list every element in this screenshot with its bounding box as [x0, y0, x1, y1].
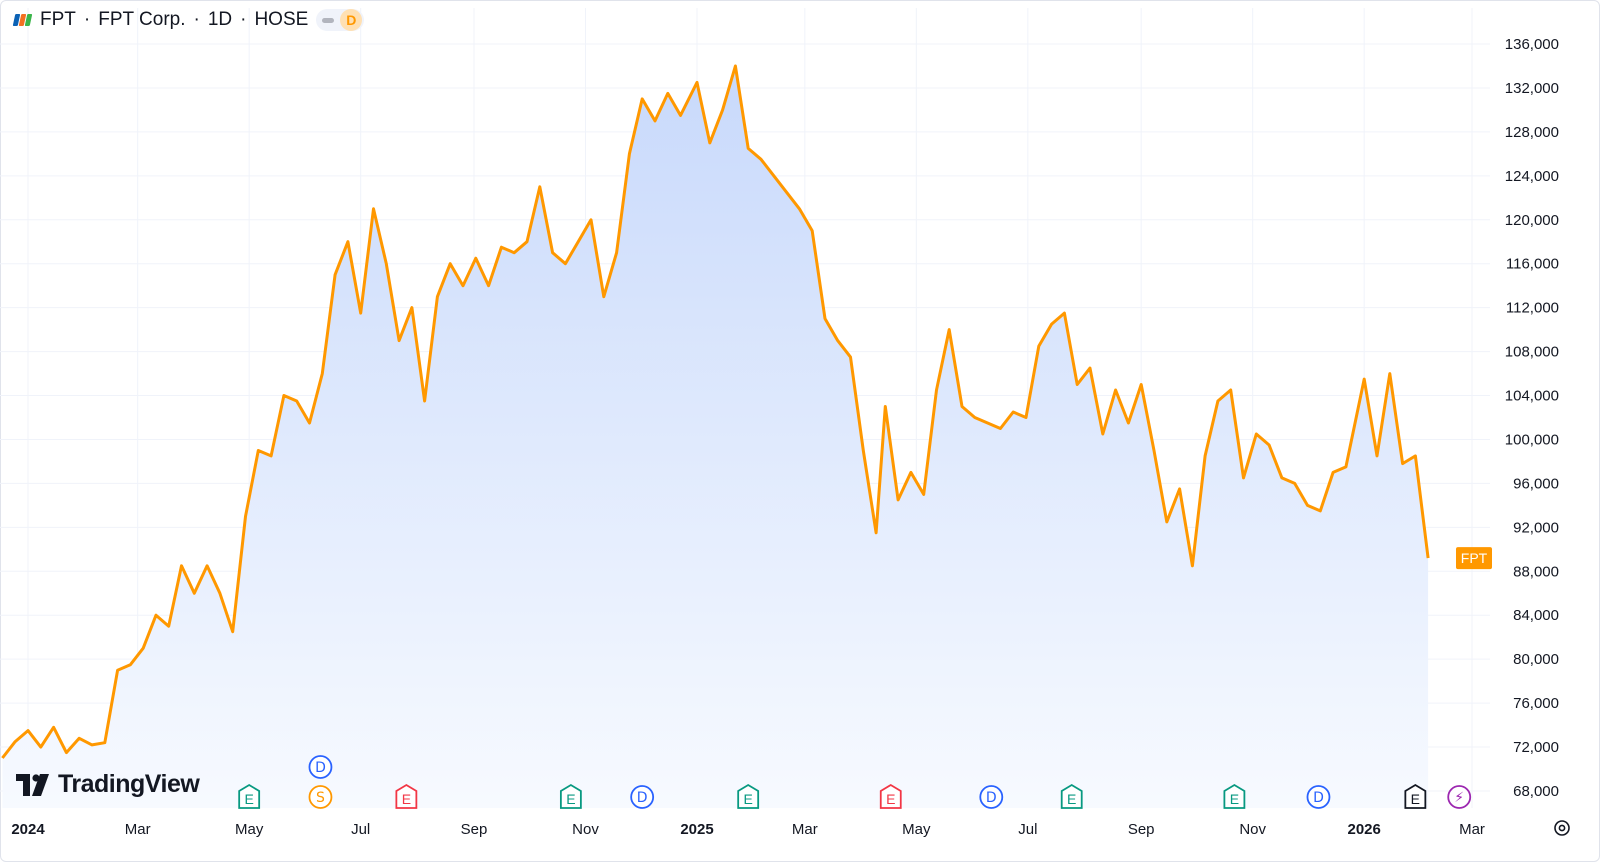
event-letter: D: [637, 790, 648, 806]
event-shape: [1306, 785, 1331, 809]
y-tick-label: 84,000: [1513, 607, 1559, 624]
event-shape: [1223, 783, 1246, 809]
x-tick-label: Nov: [1239, 821, 1266, 838]
tradingview-logo[interactable]: TradingView: [16, 770, 200, 799]
event-letter: E: [1411, 791, 1420, 807]
event-letter: S: [316, 790, 325, 806]
event-letter: E: [402, 791, 411, 807]
tradingview-logo-icon: [16, 773, 49, 796]
y-tick-label: 128,000: [1505, 124, 1559, 141]
event-shape: [979, 785, 1004, 809]
time-axis[interactable]: 2024 Mar May Jul Sep Nov 2025 Mar May Jul Sep Nov 20…: [11, 821, 1485, 838]
y-tick-label: 136,000: [1505, 36, 1559, 53]
event-marker-E[interactable]: E: [1060, 783, 1083, 809]
y-tick-label: 116,000: [1506, 256, 1559, 273]
settings-icon[interactable]: [1552, 818, 1572, 838]
event-marker-E[interactable]: E: [879, 783, 902, 809]
event-marker-⚡[interactable]: ⚡: [1447, 785, 1472, 809]
fpt-logo-icon: [12, 14, 33, 26]
price-axis[interactable]: 136,000 132,000 128,000 124,000 120,000 116,0…: [1505, 36, 1559, 800]
legend-symbol: FPT: [40, 9, 76, 30]
legend-exchange: HOSE: [254, 9, 309, 30]
y-tick-label: 120,000: [1505, 212, 1559, 229]
x-tick-label: Nov: [572, 821, 599, 838]
last-price-label: FPT: [1456, 547, 1492, 570]
event-shape: [879, 783, 902, 809]
legend-separator: ·: [193, 9, 200, 30]
x-tick-label: 2025: [680, 821, 713, 838]
y-tick-label: 132,000: [1505, 80, 1559, 97]
symbol-legend[interactable]: FPT · FPT Corp. · 1D · HOSE D: [12, 8, 365, 32]
minus-icon: [322, 17, 335, 23]
y-tick-label: 68,000: [1513, 783, 1559, 800]
event-marker-S[interactable]: S: [308, 785, 333, 809]
event-marker-D[interactable]: D: [630, 785, 655, 809]
y-tick-label: 72,000: [1513, 739, 1559, 756]
legend-interval: 1D: [207, 9, 233, 30]
event-shape: [1404, 783, 1427, 809]
event-shape: [395, 783, 418, 809]
legend-separator: ·: [240, 9, 247, 30]
y-tick-label: 104,000: [1505, 388, 1559, 405]
event-marker-E[interactable]: E: [1404, 783, 1427, 809]
x-tick-label: Mar: [1459, 821, 1485, 838]
event-letter: D: [315, 760, 326, 776]
x-tick-label: May: [902, 821, 931, 838]
event-marker-E[interactable]: E: [1223, 783, 1246, 809]
event-marker-E[interactable]: E: [737, 783, 760, 809]
event-letter: E: [566, 791, 575, 807]
event-letter: D: [986, 790, 997, 806]
event-marker-E[interactable]: E: [559, 783, 582, 809]
x-tick-label: Jul: [1018, 821, 1037, 838]
last-price-symbol: FPT: [1461, 550, 1488, 566]
x-tick-label: Jul: [351, 821, 370, 838]
event-letter: D: [1313, 790, 1324, 806]
y-tick-label: 112,000: [1506, 300, 1559, 317]
event-shape: [559, 783, 582, 809]
event-letter: E: [245, 791, 254, 807]
legend-separator: ·: [83, 9, 91, 30]
x-tick-label: Sep: [461, 821, 488, 838]
event-shape: [1447, 785, 1472, 809]
y-tick-label: 96,000: [1513, 475, 1559, 492]
event-letter: E: [1067, 791, 1076, 807]
x-tick-label: Mar: [792, 821, 818, 838]
event-shape: [630, 785, 655, 809]
event-marker-D[interactable]: D: [308, 755, 333, 779]
x-tick-label: May: [235, 821, 264, 838]
y-tick-label: 88,000: [1513, 563, 1559, 580]
y-tick-label: 100,000: [1505, 431, 1559, 448]
event-letter: E: [744, 791, 753, 807]
x-tick-label: 2024: [11, 821, 45, 838]
legend-status-pill[interactable]: D: [316, 9, 365, 31]
price-line[interactable]: [1, 64, 1430, 759]
x-tick-label: 2026: [1347, 821, 1380, 838]
price-area-fill: [2, 66, 1429, 808]
event-shape: [238, 783, 261, 809]
event-letter: E: [1230, 791, 1239, 807]
event-letter: ⚡: [1454, 790, 1464, 806]
y-tick-label: 92,000: [1513, 519, 1559, 536]
x-tick-label: Sep: [1128, 821, 1155, 838]
event-shape: [1060, 783, 1083, 809]
x-tick-label: Mar: [125, 821, 151, 838]
event-letter: E: [886, 791, 895, 807]
tradingview-wordmark: TradingView: [58, 770, 200, 798]
event-shape: [737, 783, 760, 809]
event-markers[interactable]: EDS E E D E E D E E D E ⚡: [238, 755, 1472, 809]
event-marker-E[interactable]: E: [238, 783, 261, 809]
event-marker-D[interactable]: D: [1306, 785, 1331, 809]
y-tick-label: 76,000: [1513, 695, 1559, 712]
delayed-badge: D: [340, 9, 363, 31]
y-tick-label: 124,000: [1505, 168, 1559, 185]
event-shape: [308, 785, 333, 809]
y-tick-label: 80,000: [1513, 651, 1559, 668]
y-tick-label: 108,000: [1505, 344, 1559, 361]
event-marker-E[interactable]: E: [395, 783, 418, 809]
last-price-tag: [1456, 547, 1492, 570]
event-marker-D[interactable]: D: [979, 785, 1004, 809]
legend-company: FPT Corp.: [98, 9, 186, 30]
event-shape: [308, 755, 333, 779]
